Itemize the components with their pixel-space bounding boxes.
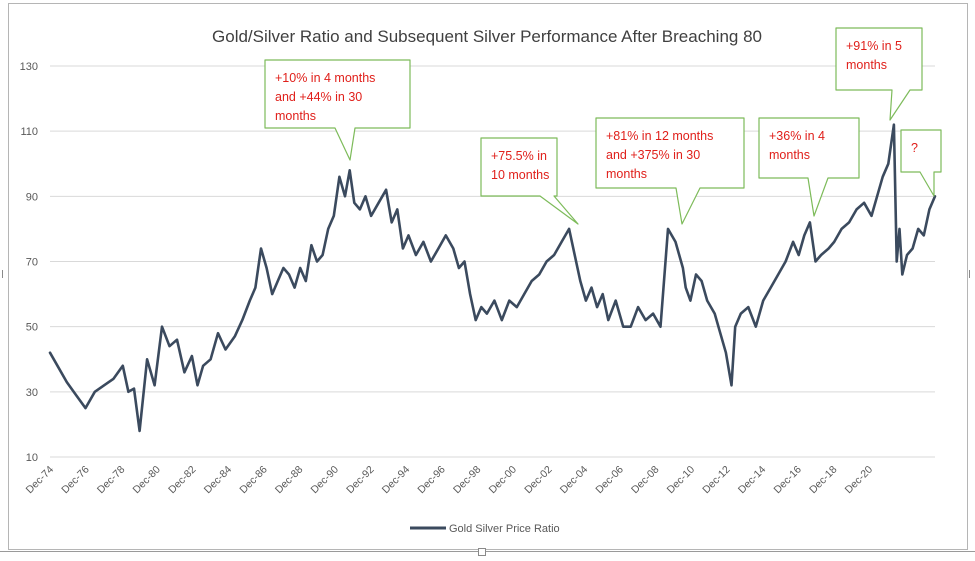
resize-handle-left[interactable]	[2, 270, 6, 278]
x-tick-label: Dec-20	[843, 464, 876, 497]
x-tick-label: Dec-06	[593, 464, 626, 497]
callout-box	[835, 27, 923, 121]
callout-text: +91% in 5	[846, 39, 902, 53]
x-tick-label: Dec-74	[24, 464, 57, 497]
x-tick-label: Dec-76	[59, 464, 92, 497]
callout-text: months	[769, 148, 810, 162]
x-tick-label: Dec-08	[629, 464, 662, 497]
callout-text: 10 months	[491, 168, 549, 182]
resize-handle-bottom[interactable]	[478, 548, 486, 556]
callout-text: ?	[911, 141, 918, 155]
x-tick-label: Dec-04	[558, 464, 591, 497]
x-tick-label: Dec-96	[415, 464, 448, 497]
callout-box	[264, 59, 411, 161]
x-tick-label: Dec-10	[665, 464, 698, 497]
chart-title: Gold/Silver Ratio and Subsequent Silver …	[212, 27, 762, 46]
callout-text: and +44% in 30	[275, 90, 362, 104]
callout-box	[480, 137, 579, 225]
callout-text: +81% in 12 months	[606, 129, 713, 143]
callout-text: months	[846, 58, 887, 72]
x-tick-label: Dec-00	[487, 464, 520, 497]
x-tick-label: Dec-78	[95, 464, 128, 497]
y-tick-label: 90	[26, 191, 38, 203]
x-tick-label: Dec-92	[344, 464, 377, 497]
callout-text: +75.5% in	[491, 149, 547, 163]
legend-label: Gold Silver Price Ratio	[449, 523, 560, 535]
x-tick-label: Dec-98	[451, 464, 484, 497]
callout-text: +36% in 4	[769, 129, 825, 143]
y-tick-label: 130	[20, 61, 38, 73]
x-tick-label: Dec-16	[771, 464, 804, 497]
chart-frame	[8, 3, 968, 550]
y-tick-label: 50	[26, 322, 38, 334]
x-tick-label: Dec-94	[380, 464, 413, 497]
y-tick-label: 10	[26, 452, 38, 464]
x-tick-label: Dec-86	[237, 464, 270, 497]
callout-text: +10% in 4 months	[275, 71, 375, 85]
x-tick-label: Dec-18	[807, 464, 840, 497]
x-tick-label: Dec-90	[309, 464, 342, 497]
selection-bottom-rule	[0, 551, 975, 552]
y-tick-label: 30	[26, 387, 38, 399]
y-tick-label: 110	[20, 126, 38, 138]
callout-text: months	[275, 109, 316, 123]
callout-box	[595, 117, 745, 225]
x-tick-label: Dec-88	[273, 464, 306, 497]
resize-handle-right[interactable]	[969, 270, 973, 278]
callout-box	[758, 117, 860, 217]
callout-text: months	[606, 167, 647, 181]
x-tick-label: Dec-14	[736, 464, 769, 497]
x-tick-label: Dec-02	[522, 464, 555, 497]
series-line-gold-silver-ratio	[48, 123, 937, 433]
x-tick-label: Dec-82	[166, 464, 199, 497]
callout-text: and +375% in 30	[606, 148, 700, 162]
y-tick-label: 70	[26, 257, 38, 269]
x-tick-label: Dec-84	[202, 464, 235, 497]
callout-box	[900, 129, 942, 197]
x-tick-label: Dec-80	[131, 464, 164, 497]
x-tick-label: Dec-12	[700, 464, 733, 497]
